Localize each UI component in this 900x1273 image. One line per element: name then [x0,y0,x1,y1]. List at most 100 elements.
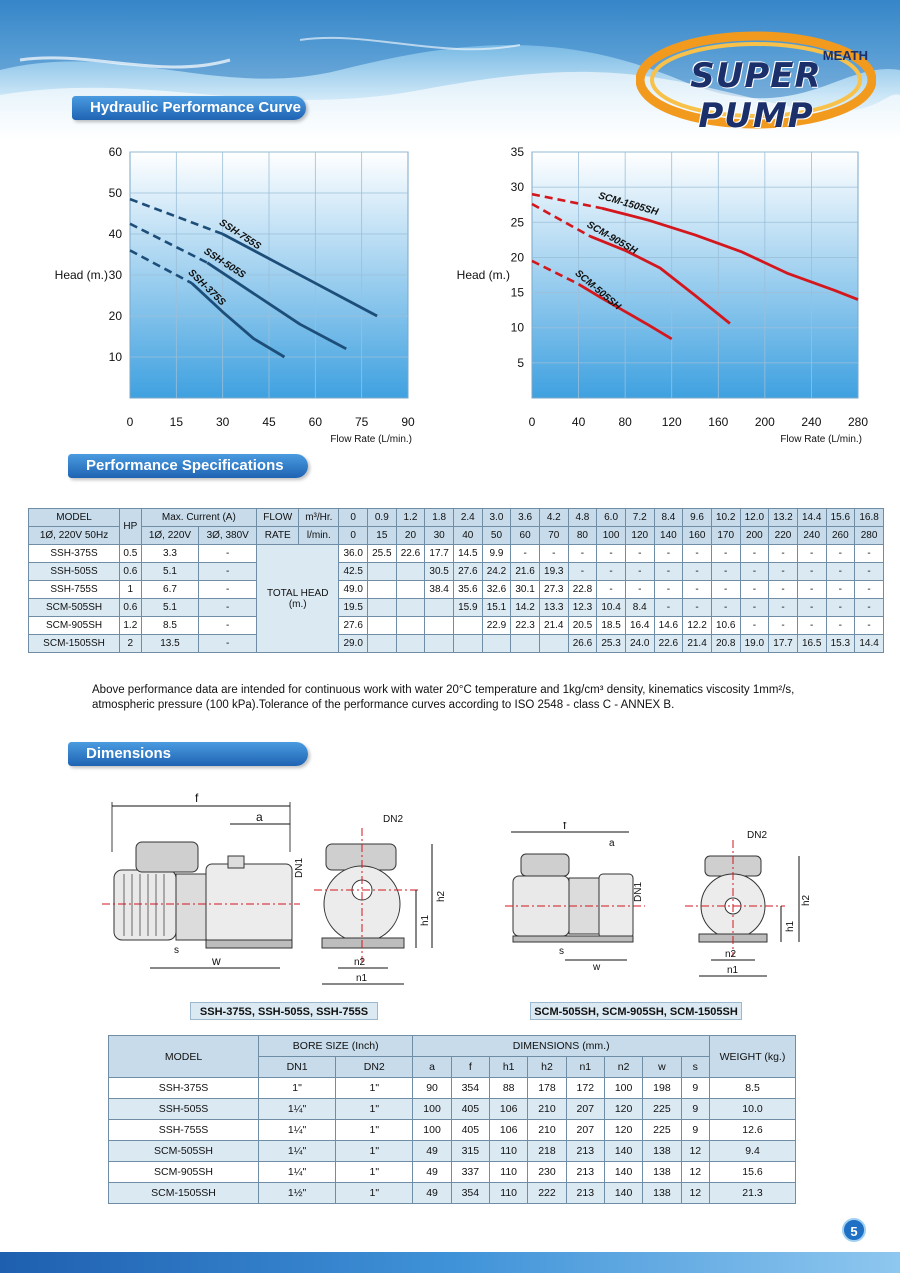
dim-value-cell: 207 [565,1098,605,1120]
dim-col: h1 [488,1056,529,1078]
current-1ph-cell: 8.5 [140,616,200,635]
table-row: SCM-1505SH 2 13.5- 29.0 26.6 25.3 24.0 22.6 21.4… [27,634,884,653]
model-cell: SSH-375S [108,1077,259,1099]
x-tick-label: 0 [127,415,134,429]
head-value-cell: 22.8 [567,580,598,599]
m3-col: 8.4 [653,508,684,527]
current-3ph-cell: - [198,562,258,581]
lmin-col: 240 [796,526,827,545]
head-value-cell: - [739,616,770,635]
head-value-cell: - [596,580,626,599]
series-line [601,206,859,301]
dim-label-dn2-scm: DN2 [747,830,767,841]
logo-subtitle: MEATH [822,48,868,63]
head-value-cell: - [596,562,626,581]
model-cell: SCM-1505SH [27,634,121,653]
dim-value-cell: 1¼" [257,1098,337,1120]
m3-col: 4.8 [567,508,598,527]
lmin-col: 50 [481,526,512,545]
head-value-cell: - [796,598,827,617]
head-value-cell: 24.2 [481,562,512,581]
dim-value-cell: 198 [642,1077,682,1099]
head-value-cell [538,634,569,653]
hdr-model: MODEL [27,508,121,527]
y-tick-label: 30 [511,180,525,194]
weight-cell: 10.0 [709,1098,796,1120]
hdr-current: Max. Current (A) [140,508,258,527]
hdr-c1: 1Ø, 220V [140,526,200,545]
dim-value-cell: 1¼" [257,1119,337,1141]
dim-value-cell: 1¼" [257,1161,337,1183]
model-cell: SCM-505SH [27,598,121,617]
weight-cell: 8.5 [709,1077,796,1099]
lmin-col: 20 [395,526,426,545]
y-tick-label: 10 [109,350,123,364]
lmin-col: 160 [682,526,712,545]
m3-col: 13.2 [768,508,798,527]
model-cell: SCM-905SH [108,1161,259,1183]
dim-label-h1-scm: h1 [785,920,796,932]
dim-value-cell: 1¼" [257,1140,337,1162]
dim-value-cell: 140 [603,1140,644,1162]
x-tick-label: 45 [262,415,276,429]
head-value-cell: 12.3 [567,598,598,617]
dim-label-dn1-scm: DN1 [633,882,644,902]
head-value-cell: - [796,544,827,563]
head-value-cell: - [682,562,712,581]
lmin-col: 70 [538,526,569,545]
weight-cell: 21.3 [709,1182,796,1204]
head-value-cell: - [825,544,856,563]
dim-hdr-weight: WEIGHT (kg.) [709,1035,796,1078]
head-value-cell [424,616,454,635]
dim-value-cell: 354 [450,1182,491,1204]
head-value-cell: - [825,580,856,599]
head-value-cell: - [825,562,856,581]
model-cell: SCM-505SH [108,1140,259,1162]
head-value-cell: - [624,580,655,599]
x-tick-label: 200 [755,415,775,429]
hp-cell: 0.5 [119,544,142,563]
dim-label-w: w [211,954,221,968]
dim-value-cell: 49 [412,1182,452,1204]
head-value-cell: 14.4 [854,634,884,653]
chart-ssh-series: 10 20 30 40 50 60 0 15 30 45 60 75 90 Flow Rate (L/mi… [55,145,415,445]
m3-col: 6.0 [596,508,626,527]
lmin-col: 220 [768,526,798,545]
hp-cell: 1 [119,580,142,599]
dim-value-cell: 120 [603,1119,644,1141]
y-axis-title: Head (m.) [457,268,510,282]
head-value-cell: 27.6 [338,616,368,635]
head-value-cell: 20.5 [567,616,598,635]
dim-hdr-bore: BORE SIZE (Inch) [257,1035,414,1057]
hdr-flow: FLOW [256,508,300,527]
x-tick-label: 30 [216,415,230,429]
m3-col: 7.2 [624,508,655,527]
head-value-cell: - [567,562,598,581]
x-tick-label: 15 [170,415,184,429]
total-head-line1: TOTAL HEAD [266,587,329,599]
x-tick-label: 60 [309,415,323,429]
dim-value-cell: 9 [680,1098,711,1120]
dim-value-cell: 49 [412,1140,452,1162]
current-3ph-cell: - [198,616,258,635]
current-1ph-cell: 6.7 [140,580,200,599]
head-value-cell: 15.1 [481,598,512,617]
m3-col: 12.0 [739,508,770,527]
dim-label-h1: h1 [420,914,431,926]
model-cell: SSH-505S [108,1098,259,1120]
head-value-cell: 14.5 [452,544,483,563]
head-value-cell: 49.0 [338,580,368,599]
lmin-col: 100 [596,526,626,545]
x-axis-title: Flow Rate (L/min.) [330,434,412,445]
dim-value-cell: 1" [335,1077,414,1099]
lmin-col: 120 [624,526,655,545]
water-wave-graphic [0,0,900,140]
head-value-cell: - [739,598,770,617]
caption-ssh-models: SSH-375S, SSH-505S, SSH-755S [190,1002,378,1020]
head-value-cell: - [854,562,884,581]
head-value-cell: 36.0 [338,544,368,563]
lmin-col: 60 [510,526,540,545]
head-value-cell: 38.4 [424,580,454,599]
dim-value-cell: 225 [642,1119,682,1141]
head-value-cell: - [854,616,884,635]
